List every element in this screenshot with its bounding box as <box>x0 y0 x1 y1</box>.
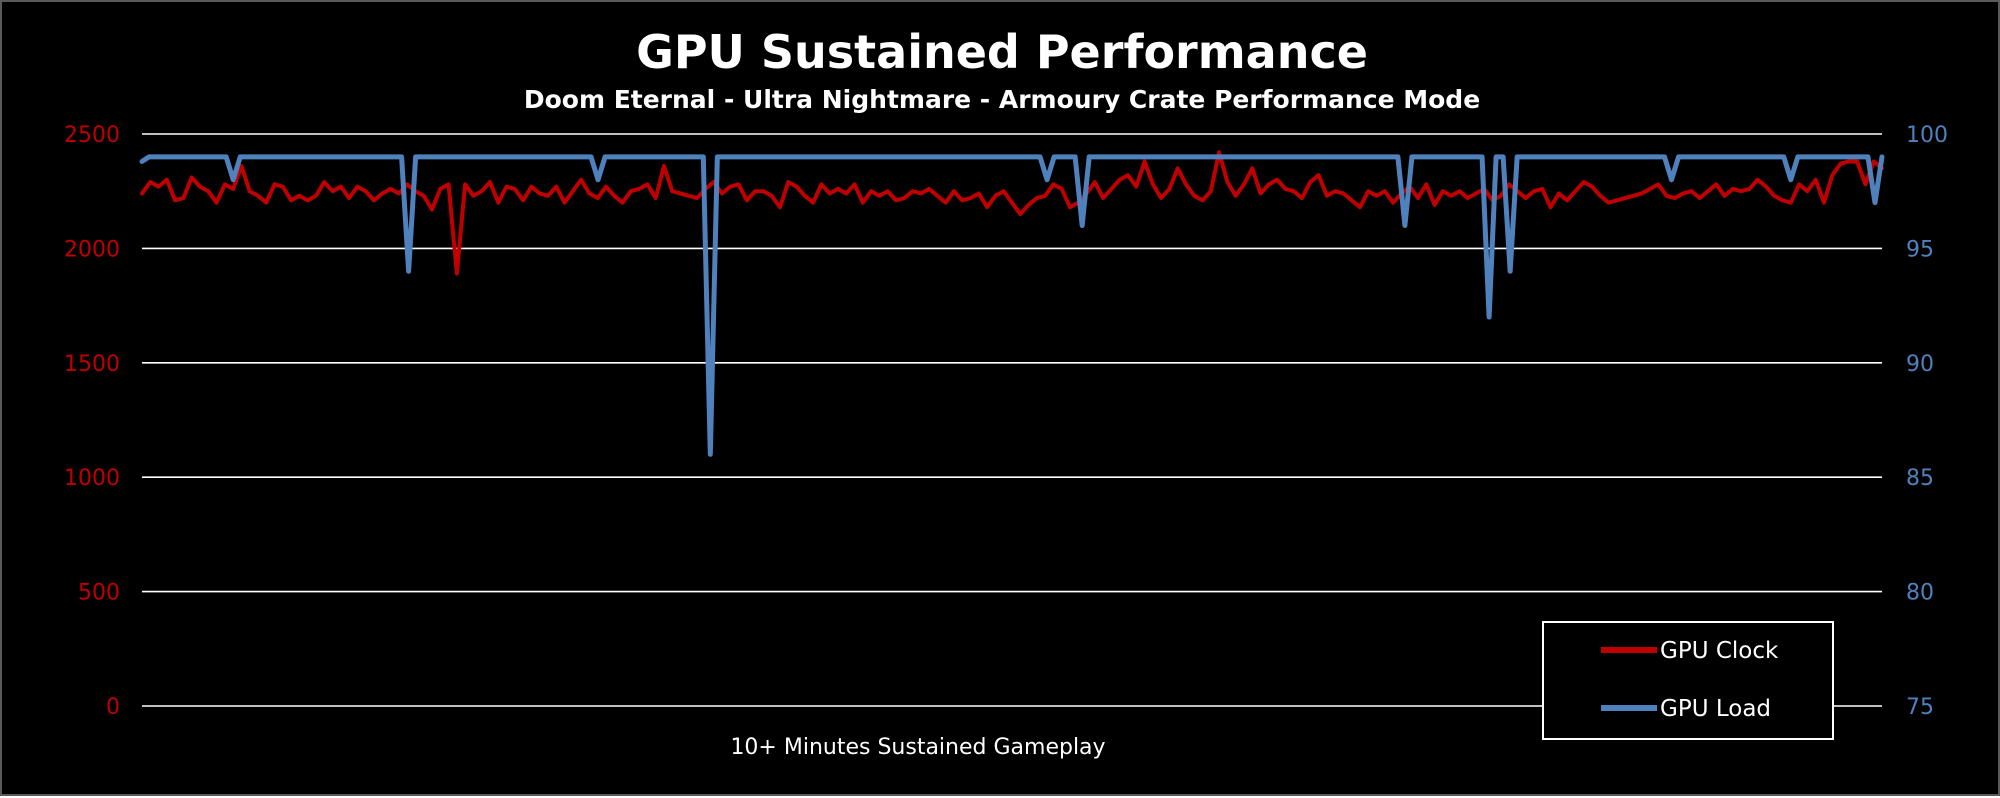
series-layer <box>139 150 1885 457</box>
y-left-tick-label: 2500 <box>64 123 120 148</box>
y-right-tick-label: 75 <box>1906 695 1934 720</box>
y-left-tick-label: 1500 <box>64 352 120 377</box>
x-axis-label: 10+ Minutes Sustained Gameplay <box>730 735 1105 760</box>
legend-label-gpu-clock: GPU Clock <box>1660 638 1779 664</box>
axis-layer: 0 500 1000 1500 2000 2500 75 80 85 90 95 100 <box>64 123 1948 720</box>
y-right-tick-label: 100 <box>1906 123 1948 148</box>
y-left-tick-label: 0 <box>106 695 120 720</box>
y-left-tick-label: 1000 <box>64 466 120 491</box>
y-left-tick-label: 2000 <box>64 237 120 262</box>
legend-label-gpu-load: GPU Load <box>1660 696 1771 722</box>
y-left-tick-label: 500 <box>78 581 120 606</box>
legend: GPU Clock GPU Load <box>1542 621 1834 740</box>
chart-title: GPU Sustained Performance <box>636 25 1368 79</box>
series-line-gpu-clock <box>140 150 1884 276</box>
chart-subtitle: Doom Eternal - Ultra Nightmare - Armoury… <box>524 85 1480 114</box>
legend-box <box>1542 621 1834 740</box>
y-right-tick-label: 85 <box>1906 466 1934 491</box>
y-right-tick-label: 80 <box>1906 581 1934 606</box>
y-right-tick-label: 95 <box>1906 237 1934 262</box>
y-right-tick-label: 90 <box>1906 352 1934 377</box>
series-line-gpu-load <box>139 154 1885 457</box>
